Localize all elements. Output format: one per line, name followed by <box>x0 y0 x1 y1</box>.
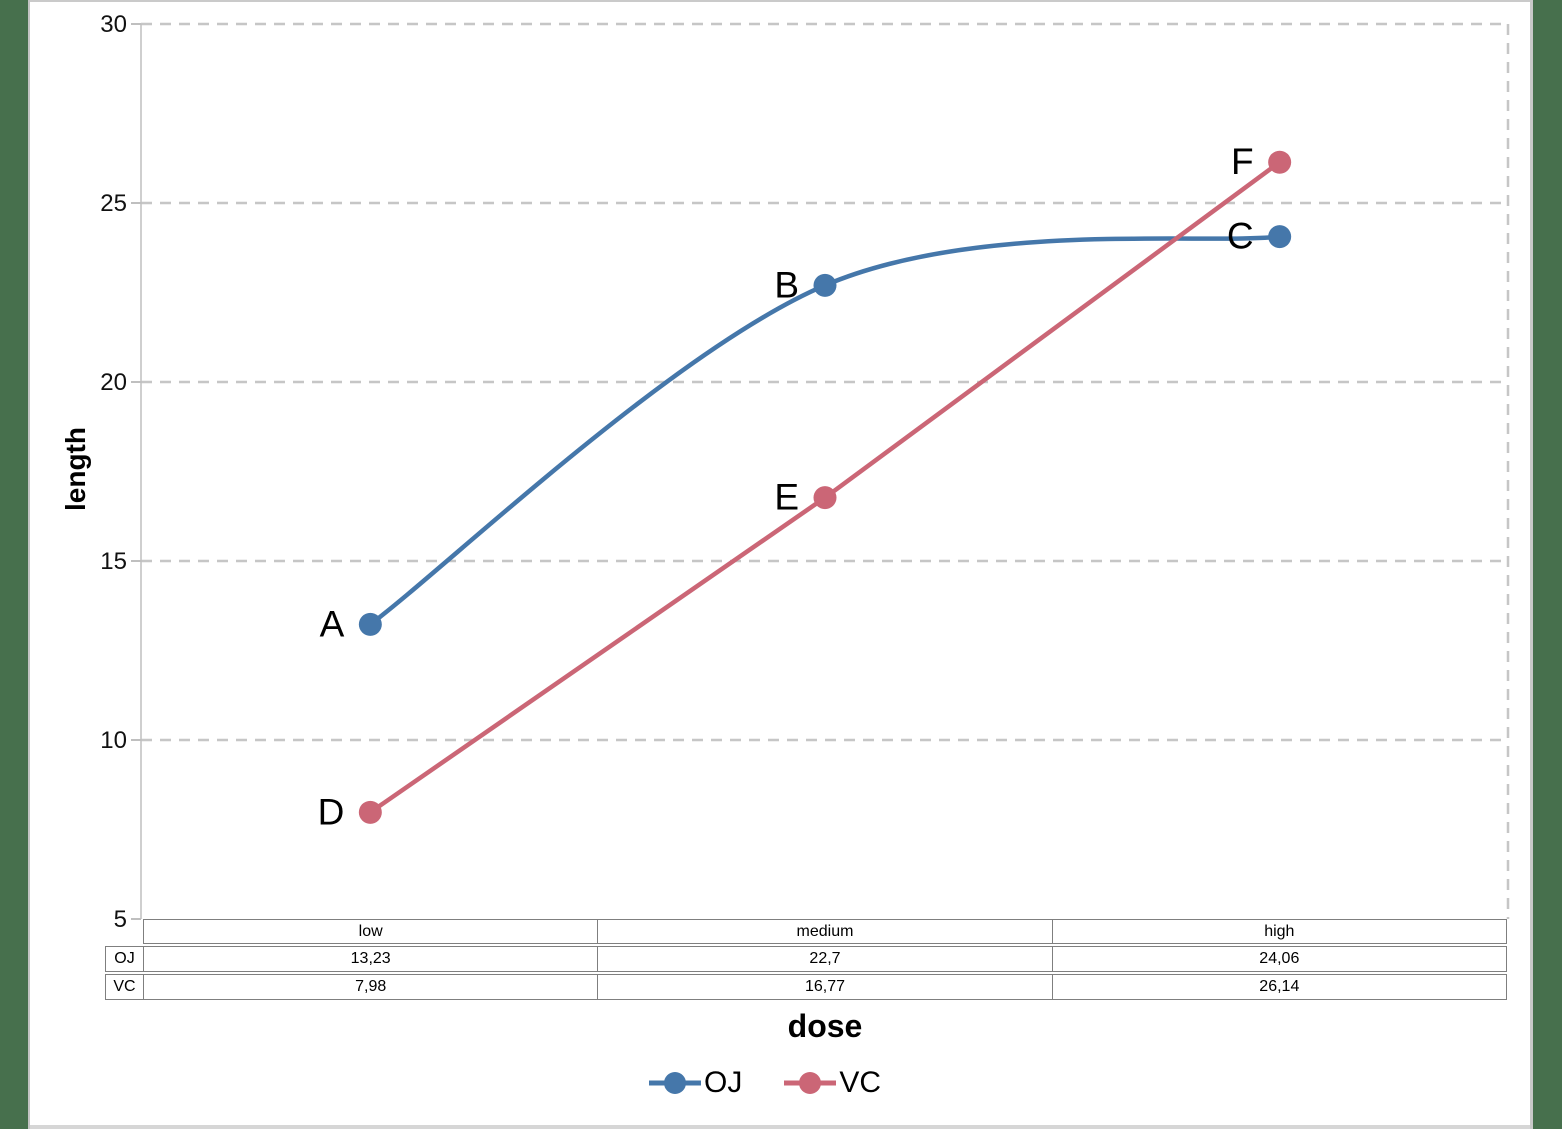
y-tick-label: 20 <box>100 369 127 396</box>
legend-label-vc: VC <box>839 1066 882 1099</box>
x-axis-title: dose <box>787 1008 863 1044</box>
y-tick-label: 10 <box>100 727 127 754</box>
vc-point-D <box>358 800 382 824</box>
y-tick-label: 30 <box>100 11 127 38</box>
vc-point-E <box>813 486 837 510</box>
table-row-vc: VC 7,98 16,77 26,14 <box>105 974 1507 1000</box>
table-header-row: low medium high <box>143 919 1507 944</box>
y-tick-label: 15 <box>100 548 127 575</box>
table-row-label-oj: OJ <box>106 947 144 971</box>
chart-data-table: low medium high OJ 13,23 22,7 24,06 VC 7… <box>105 919 1507 1002</box>
y-axis-title: length <box>60 427 91 511</box>
point-label-F: F <box>1231 141 1254 182</box>
table-row-oj: OJ 13,23 22,7 24,06 <box>105 946 1507 972</box>
oj-point-C <box>1268 225 1292 249</box>
table-cell-vc-medium: 16,77 <box>597 975 1051 999</box>
legend-item-vc: VC <box>784 1066 881 1100</box>
table-header-low: low <box>358 922 383 940</box>
page-border-bottom <box>30 1125 1530 1129</box>
desktop-strip-left <box>0 0 30 1129</box>
oj-point-B <box>813 273 837 297</box>
table-header-high: high <box>1051 920 1506 943</box>
table-cell-oj-high: 24,06 <box>1051 947 1506 971</box>
table-cell-vc-high: 26,14 <box>1051 975 1506 999</box>
point-label-B: B <box>774 264 799 305</box>
oj-point-A <box>358 612 382 636</box>
table-cell-vc-low: 7,98 <box>355 978 387 995</box>
point-label-D: D <box>318 791 345 832</box>
point-label-C: C <box>1227 216 1254 257</box>
y-tick-label: 25 <box>100 190 127 217</box>
page-border-top <box>30 0 1530 2</box>
table-header-medium: medium <box>597 920 1051 943</box>
point-label-E: E <box>774 477 799 518</box>
table-cell-oj-low: 13,23 <box>350 950 391 967</box>
desktop-strip-right <box>1530 0 1562 1129</box>
vc-series-marker-icon <box>784 1072 837 1094</box>
legend-item-oj: OJ <box>648 1066 743 1100</box>
y-tick-label: 5 <box>114 906 127 933</box>
table-cell-oj-medium: 22,7 <box>597 947 1051 971</box>
chart-legend: OJ VC <box>0 1066 1530 1100</box>
oj-series-marker-icon <box>648 1072 701 1094</box>
vc-point-F <box>1268 150 1292 174</box>
table-row-label-vc: VC <box>106 975 144 999</box>
legend-label-oj: OJ <box>703 1066 743 1099</box>
point-label-A: A <box>320 603 345 644</box>
